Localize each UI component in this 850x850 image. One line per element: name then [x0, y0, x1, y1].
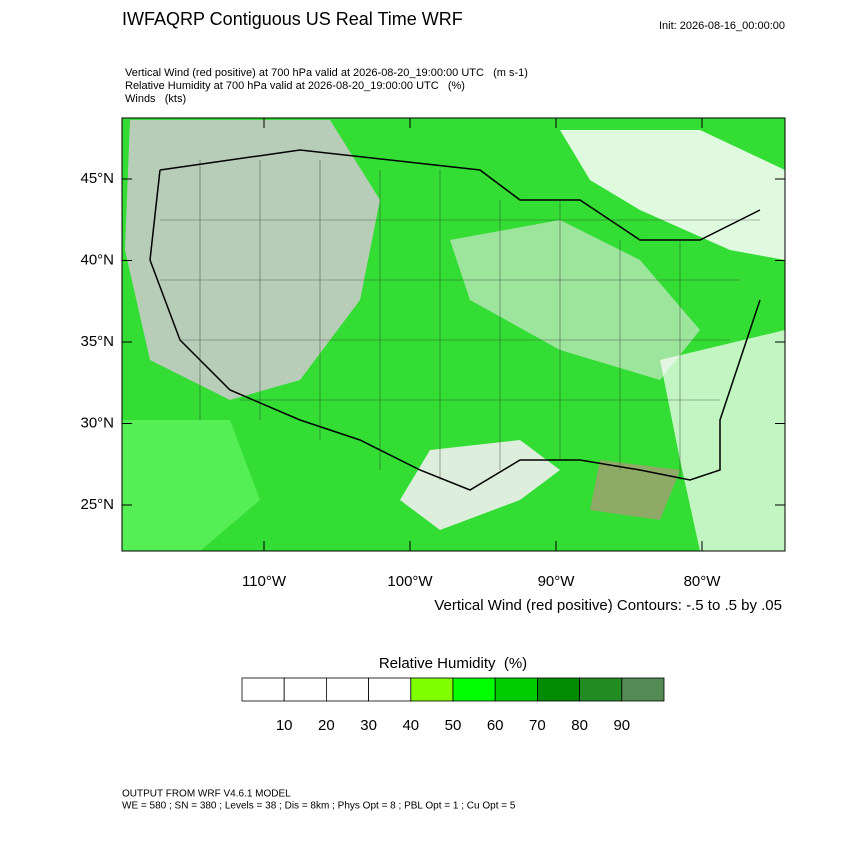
map [121, 117, 786, 552]
colorbar-label: 70 [529, 717, 546, 734]
colorbar-title: Relative Humidity (%) [379, 655, 527, 672]
colorbar-box [410, 677, 454, 702]
colorbar-label: 60 [487, 717, 504, 734]
lat-label: 40°N [80, 251, 114, 268]
lon-label: 90°W [538, 573, 576, 590]
lon-label: 100°W [387, 573, 433, 590]
colorbar-box [368, 677, 412, 702]
colorbar-box [621, 677, 665, 702]
rh-region [590, 460, 680, 520]
colorbar-label: 80 [571, 717, 588, 734]
colorbar-label: 30 [360, 717, 377, 734]
colorbar-box [452, 677, 496, 702]
rh-region [125, 120, 380, 400]
colorbar-label: 90 [613, 717, 630, 734]
lat-label: 30°N [80, 414, 114, 431]
init-time: Init: 2026-08-16_00:00:00 [659, 20, 785, 32]
colorbar-box [579, 677, 623, 702]
footer: OUTPUT FROM WRF V4.6.1 MODEL [122, 789, 291, 800]
colorbar-box [241, 677, 285, 702]
colorbar-label: 50 [445, 717, 462, 734]
lat-label: 45°N [80, 170, 114, 187]
lat-label: 25°N [80, 496, 114, 513]
rh-region [660, 330, 785, 551]
map-frame [121, 117, 786, 552]
title: IWFAQRP Contiguous US Real Time WRF [122, 9, 463, 29]
rh-region [560, 130, 785, 260]
footer: WE = 580 ; SN = 380 ; Levels = 38 ; Dis … [122, 801, 516, 812]
colorbar-box [537, 677, 581, 702]
subtitle: Vertical Wind (red positive) at 700 hPa … [125, 67, 528, 79]
contour-note: Vertical Wind (red positive) Contours: -… [434, 597, 782, 614]
colorbar-box [325, 677, 369, 702]
colorbar-label: 10 [276, 717, 293, 734]
coastline [149, 149, 761, 491]
colorbar-box [494, 677, 538, 702]
lon-label: 110°W [242, 573, 287, 590]
rh-region [122, 420, 260, 551]
colorbar-label: 40 [402, 717, 419, 734]
colorbar-box [283, 677, 327, 702]
lon-label: 80°W [684, 573, 722, 590]
colorbar-label: 20 [318, 717, 335, 734]
subtitle: Winds (kts) [125, 93, 186, 105]
subtitle: Relative Humidity at 700 hPa valid at 20… [125, 80, 465, 92]
lat-label: 35°N [80, 333, 114, 350]
state-lines [160, 160, 760, 480]
